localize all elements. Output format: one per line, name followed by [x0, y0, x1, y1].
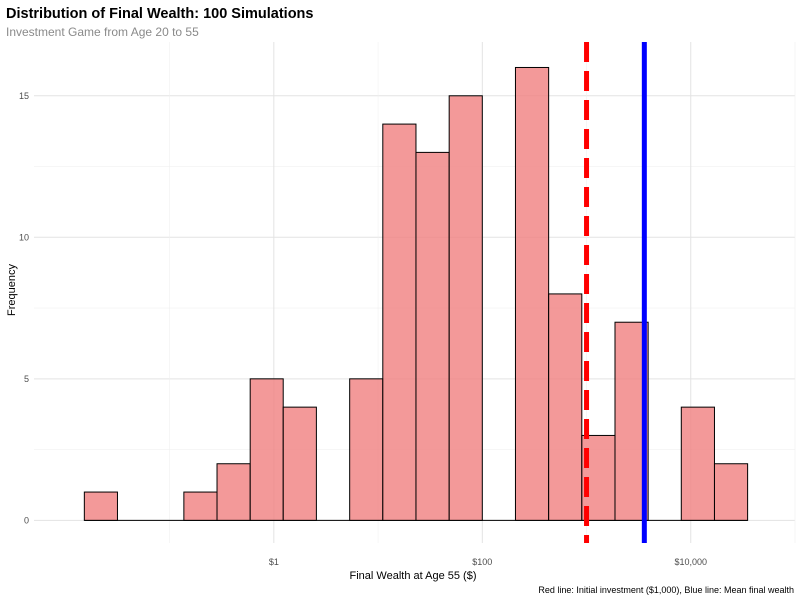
y-tick-label: 10 — [19, 232, 29, 242]
histogram-bar — [382, 123, 417, 521]
histogram-bar — [216, 463, 251, 521]
histogram-bar — [713, 463, 749, 521]
histogram-bar — [349, 378, 384, 521]
y-tick-label: 5 — [24, 374, 29, 384]
y-axis-title: Frequency — [6, 264, 18, 316]
histogram-bar — [680, 406, 715, 521]
x-tick-label: $100 — [472, 557, 492, 567]
chart-title: Distribution of Final Wealth: 100 Simula… — [6, 6, 313, 22]
histogram-bar — [83, 491, 118, 521]
y-axis-ticks: 0 5 10 15 — [19, 91, 29, 526]
y-tick-label: 15 — [19, 91, 29, 101]
chart-caption: Red line: Initial investment ($1,000), B… — [538, 585, 794, 595]
histogram-bar — [183, 491, 218, 521]
reference-lines — [584, 42, 647, 543]
x-tick-label: $1 — [269, 557, 279, 567]
x-axis-ticks: $1 $100 $10,000 — [269, 557, 707, 567]
histogram-bar — [448, 95, 483, 521]
histogram-bar — [548, 293, 583, 521]
x-axis-title: Final Wealth at Age 55 ($) — [350, 570, 477, 582]
y-tick-label: 0 — [24, 515, 29, 525]
histogram-bar — [249, 378, 284, 521]
histogram-bar — [514, 66, 550, 521]
x-tick-label: $10,000 — [674, 557, 707, 567]
chart-subtitle: Investment Game from Age 20 to 55 — [6, 25, 199, 39]
histogram-bar — [282, 406, 317, 521]
histogram-bars — [83, 66, 749, 521]
histogram-bar — [415, 151, 450, 521]
